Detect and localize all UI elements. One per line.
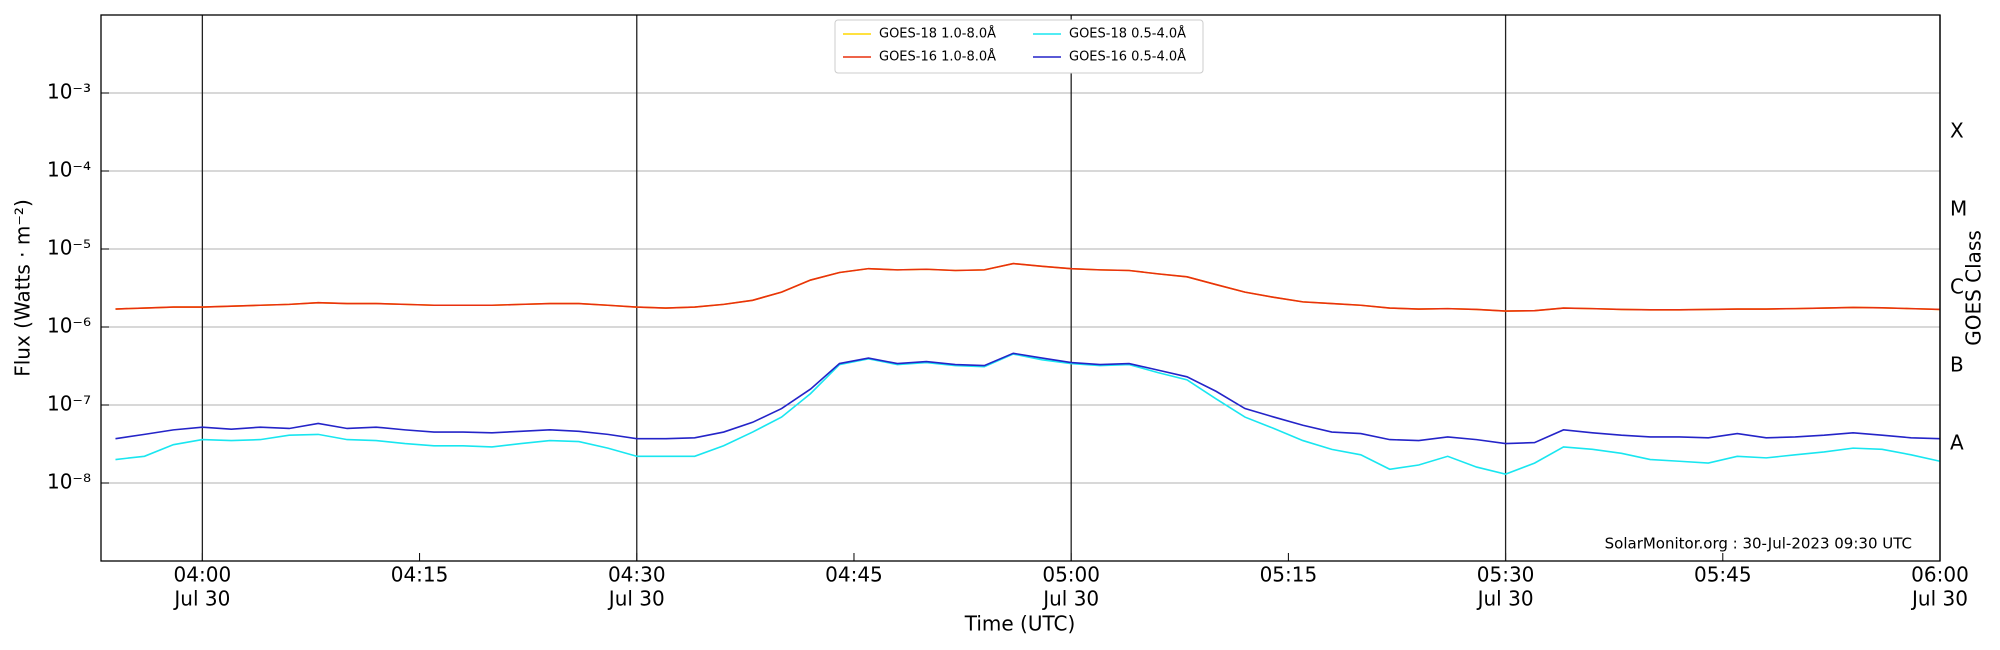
- series-line: [115, 262, 1941, 312]
- x-tick-sublabel: Jul 30: [607, 587, 665, 611]
- x-tick-label: 05:30: [1477, 563, 1535, 587]
- legend-box: [834, 19, 1204, 74]
- x-tick-label: 05:15: [1260, 563, 1318, 587]
- y2-tick-label: X: [1950, 119, 1964, 143]
- x-axis-label: Time (UTC): [964, 612, 1076, 636]
- legend-label: GOES-18 0.5-4.0Å: [1069, 26, 1186, 42]
- legend-label: GOES-16 1.0-8.0Å: [879, 49, 996, 65]
- x-tick-label: 04:15: [391, 563, 449, 587]
- y-tick-label: 10⁻⁴: [47, 158, 91, 182]
- y2-tick-label: C: [1950, 275, 1964, 299]
- y2-axis-label: GOES Class: [1962, 230, 1986, 346]
- x-tick-label: 05:45: [1694, 563, 1752, 587]
- x-tick-sublabel: Jul 30: [1910, 587, 1968, 611]
- y-tick-label: 10⁻⁸: [47, 470, 91, 494]
- y-axis-label: Flux (Watts · m⁻²): [11, 199, 35, 377]
- x-tick-sublabel: Jul 30: [1476, 587, 1534, 611]
- x-tick-label: 05:00: [1042, 563, 1100, 587]
- series-line: [115, 353, 1941, 475]
- y-tick-label: 10⁻³: [47, 80, 91, 104]
- legend-label: GOES-16 0.5-4.0Å: [1069, 49, 1186, 65]
- x-tick-label: 04:00: [174, 563, 232, 587]
- plot-frame: [100, 14, 1941, 562]
- x-tick-label: 04:30: [608, 563, 666, 587]
- y2-tick-label: B: [1950, 353, 1964, 377]
- y-tick-label: 10⁻⁵: [47, 236, 91, 260]
- y2-tick-label: M: [1950, 197, 1967, 221]
- annotation: SolarMonitor.org : 30-Jul-2023 09:30 UTC: [1605, 535, 1912, 553]
- y2-tick-label: A: [1950, 431, 1964, 455]
- legend-label: GOES-18 1.0-8.0Å: [879, 26, 996, 42]
- x-tick-label: 06:00: [1911, 563, 1969, 587]
- series-line: [115, 352, 1941, 445]
- y-tick-label: 10⁻⁷: [47, 392, 91, 416]
- x-tick-sublabel: Jul 30: [172, 587, 230, 611]
- x-tick-sublabel: Jul 30: [1041, 587, 1099, 611]
- x-tick-label: 04:45: [825, 563, 883, 587]
- y-tick-label: 10⁻⁶: [47, 314, 91, 338]
